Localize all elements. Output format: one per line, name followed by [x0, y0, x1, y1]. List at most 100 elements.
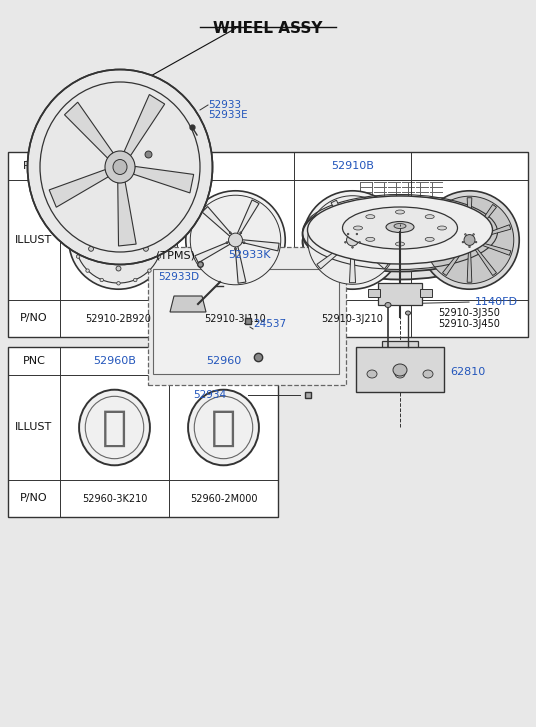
Ellipse shape [243, 242, 245, 244]
Polygon shape [118, 182, 136, 246]
Polygon shape [124, 95, 165, 156]
Polygon shape [359, 228, 395, 240]
Ellipse shape [302, 196, 497, 271]
Ellipse shape [40, 82, 200, 252]
Polygon shape [64, 103, 113, 158]
Ellipse shape [100, 278, 103, 282]
Ellipse shape [133, 214, 138, 220]
Ellipse shape [465, 233, 466, 236]
Ellipse shape [386, 222, 414, 233]
Ellipse shape [352, 246, 353, 248]
Ellipse shape [157, 255, 161, 258]
Ellipse shape [423, 370, 433, 378]
Polygon shape [467, 198, 472, 234]
Ellipse shape [144, 246, 148, 252]
Ellipse shape [308, 196, 493, 264]
Ellipse shape [76, 255, 80, 258]
Ellipse shape [367, 370, 377, 378]
Ellipse shape [468, 246, 470, 248]
Bar [378, 283, 422, 305]
Ellipse shape [117, 281, 120, 285]
Text: 52934: 52934 [193, 390, 226, 400]
Ellipse shape [420, 190, 519, 289]
Ellipse shape [394, 223, 406, 228]
Text: 24537: 24537 [253, 319, 286, 329]
Text: WHEEL ASSY: WHEEL ASSY [213, 21, 323, 36]
Text: 52933E: 52933E [208, 110, 248, 120]
Ellipse shape [148, 208, 151, 211]
Ellipse shape [240, 232, 242, 234]
Polygon shape [428, 241, 464, 255]
Polygon shape [235, 246, 246, 284]
Text: ILLUST: ILLUST [16, 422, 53, 433]
Text: 52960-2M000: 52960-2M000 [190, 494, 257, 504]
Ellipse shape [190, 196, 281, 285]
Bar [148, 247, 346, 385]
Ellipse shape [425, 196, 513, 284]
Polygon shape [472, 204, 496, 236]
Text: 52910A: 52910A [97, 161, 140, 171]
Polygon shape [310, 228, 347, 240]
Bar [420, 289, 432, 297]
Ellipse shape [347, 233, 349, 235]
Ellipse shape [228, 233, 242, 247]
Polygon shape [443, 204, 467, 236]
Text: 52910B: 52910B [331, 161, 374, 171]
Ellipse shape [160, 238, 164, 241]
Bar [372, 347, 384, 355]
Bar [368, 289, 380, 297]
Ellipse shape [229, 232, 231, 234]
Bar [8, 152, 528, 337]
Ellipse shape [79, 390, 150, 465]
Ellipse shape [345, 241, 346, 243]
Polygon shape [467, 246, 472, 282]
Ellipse shape [105, 151, 135, 183]
Text: PNC: PNC [23, 161, 46, 171]
Ellipse shape [462, 241, 464, 243]
Polygon shape [472, 244, 496, 276]
Polygon shape [475, 241, 511, 255]
Text: 52910-3J210: 52910-3J210 [322, 313, 383, 324]
Text: ℋ: ℋ [102, 406, 127, 449]
Polygon shape [202, 206, 232, 237]
Text: 52960B: 52960B [93, 356, 136, 366]
Bar [416, 347, 428, 355]
Ellipse shape [98, 219, 140, 261]
Ellipse shape [186, 190, 285, 289]
Ellipse shape [354, 226, 362, 230]
Text: 52910-2B920: 52910-2B920 [86, 313, 152, 324]
Ellipse shape [86, 208, 90, 211]
Bar [382, 341, 418, 359]
Polygon shape [317, 243, 348, 269]
Polygon shape [49, 169, 108, 207]
Polygon shape [195, 241, 231, 262]
Ellipse shape [385, 302, 391, 308]
Text: P/NO: P/NO [20, 494, 48, 504]
Ellipse shape [393, 364, 407, 376]
Text: ℋ: ℋ [211, 406, 236, 449]
Ellipse shape [148, 269, 151, 273]
Bar [153, 269, 339, 374]
Ellipse shape [133, 278, 137, 282]
Ellipse shape [235, 248, 236, 250]
Ellipse shape [343, 207, 458, 249]
Ellipse shape [475, 241, 477, 243]
Ellipse shape [86, 269, 90, 273]
Text: ILLUST: ILLUST [16, 235, 53, 245]
Ellipse shape [99, 214, 104, 220]
Ellipse shape [396, 242, 405, 246]
Ellipse shape [113, 159, 127, 174]
Ellipse shape [473, 233, 474, 236]
Text: 52933D: 52933D [158, 272, 199, 282]
Polygon shape [354, 200, 374, 235]
Ellipse shape [75, 197, 162, 283]
Ellipse shape [117, 195, 120, 198]
Polygon shape [241, 240, 279, 251]
Text: P/NO: P/NO [20, 313, 48, 324]
Ellipse shape [302, 204, 497, 279]
Polygon shape [356, 243, 388, 269]
Ellipse shape [188, 390, 259, 465]
Polygon shape [170, 296, 206, 312]
Polygon shape [237, 200, 259, 236]
Ellipse shape [69, 190, 168, 289]
